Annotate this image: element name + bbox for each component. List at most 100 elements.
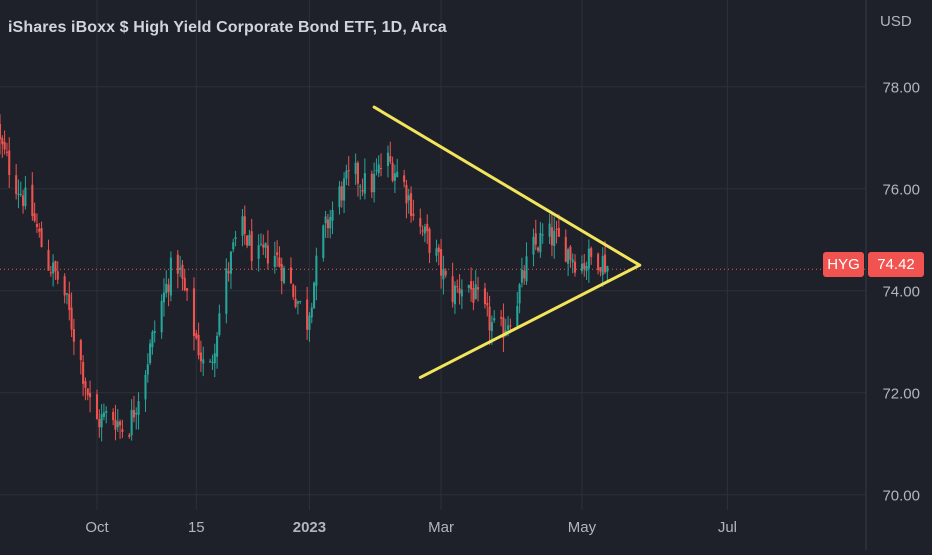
candle-down: [82, 362, 85, 384]
candle-down: [604, 254, 607, 273]
candle-down: [550, 227, 553, 246]
candle-down: [509, 325, 512, 327]
candle-down: [421, 230, 424, 232]
candle-down: [183, 277, 186, 291]
candle-up: [541, 234, 544, 236]
candle-up: [24, 187, 27, 207]
candle-down: [276, 252, 279, 256]
candle-down: [33, 213, 36, 221]
candle-down: [280, 264, 283, 282]
candle-down: [227, 271, 230, 274]
candle-up: [259, 243, 262, 245]
candle-down: [573, 261, 577, 273]
candle-up: [232, 242, 235, 250]
candle-up: [102, 412, 105, 417]
candle-down: [458, 288, 461, 294]
candle-down: [306, 299, 309, 330]
candle-down: [326, 219, 329, 229]
candle-up: [507, 325, 510, 330]
trendline-lower[interactable]: [418, 263, 642, 379]
candle-up: [296, 301, 299, 304]
candle-up: [375, 170, 378, 172]
symbol-price-badge: HYG: [823, 252, 864, 277]
candle-up: [202, 359, 205, 364]
candle-down: [112, 412, 115, 421]
candle-up: [165, 283, 168, 294]
candle-down: [356, 162, 359, 184]
time-axis[interactable]: Oct 15 2023 Mar May Jul: [85, 519, 737, 536]
candle-up: [283, 267, 286, 283]
time-tick-label: Jul: [718, 519, 737, 536]
candle-down: [428, 228, 431, 253]
candle-down: [1, 137, 4, 145]
candle-up: [585, 266, 588, 271]
candle-down: [266, 245, 269, 264]
candle-up: [149, 343, 152, 364]
candle-up: [310, 307, 313, 318]
candle-up: [567, 249, 570, 264]
candle-down: [0, 123, 2, 140]
time-tick-label: 2023: [293, 519, 326, 536]
candle-down: [98, 419, 101, 428]
candle-up: [516, 306, 519, 327]
candle-down: [444, 270, 447, 276]
candle-down: [292, 284, 295, 297]
candle-up: [606, 266, 609, 272]
price-axis[interactable]: 78.00 76.00 74.00 72.00 70.00: [882, 80, 920, 505]
candle-up: [211, 361, 214, 363]
candle-down: [564, 236, 567, 262]
candle-up: [257, 245, 260, 259]
trendline-upper[interactable]: [372, 105, 642, 267]
time-tick-label: May: [568, 519, 597, 536]
candle-down: [68, 293, 71, 310]
candle-down: [132, 410, 135, 418]
candle-down: [54, 260, 57, 272]
candle-up: [313, 282, 316, 309]
triangle-trendlines[interactable]: [372, 105, 642, 379]
candle-down: [56, 271, 59, 280]
candle-down: [167, 284, 170, 292]
candle-down: [488, 306, 491, 331]
candle-up: [525, 256, 528, 282]
candle-up: [345, 170, 348, 179]
candle-up: [153, 331, 156, 333]
candle-down: [63, 276, 66, 296]
candle-up: [216, 335, 219, 357]
candles[interactable]: [0, 114, 609, 442]
candle-down: [5, 151, 8, 153]
candle-down: [22, 195, 25, 206]
candle-up: [435, 248, 438, 256]
chart-title: iShares iBoxx $ High Yield Corporate Bon…: [8, 19, 447, 36]
grid-lines: [0, 0, 866, 510]
candle-up: [322, 225, 325, 259]
candle-down: [49, 272, 52, 274]
candle-down: [370, 173, 373, 193]
candle-down: [89, 392, 92, 398]
candle-up: [151, 331, 154, 348]
candle-down: [340, 186, 343, 201]
candle-up: [474, 284, 477, 300]
time-tick-label: Mar: [428, 519, 454, 536]
candle-up: [116, 421, 119, 428]
candle-up: [423, 226, 426, 234]
candle-down: [426, 224, 429, 232]
candle-down: [79, 340, 82, 361]
last-price-badge: 74.42: [868, 252, 924, 277]
candle-up: [144, 374, 147, 400]
candle-up: [234, 237, 237, 240]
candle-down: [599, 267, 602, 272]
candle-up: [137, 401, 140, 415]
candle-up: [329, 217, 332, 229]
candle-down: [476, 287, 480, 290]
candle-down: [470, 281, 473, 290]
candle-up: [601, 256, 604, 275]
candle-down: [347, 170, 350, 172]
candle-down: [451, 276, 454, 303]
candle-down: [186, 288, 189, 291]
candle-down: [128, 434, 131, 437]
candle-down: [557, 227, 560, 237]
candle-down: [38, 228, 41, 232]
candle-down: [192, 288, 196, 336]
